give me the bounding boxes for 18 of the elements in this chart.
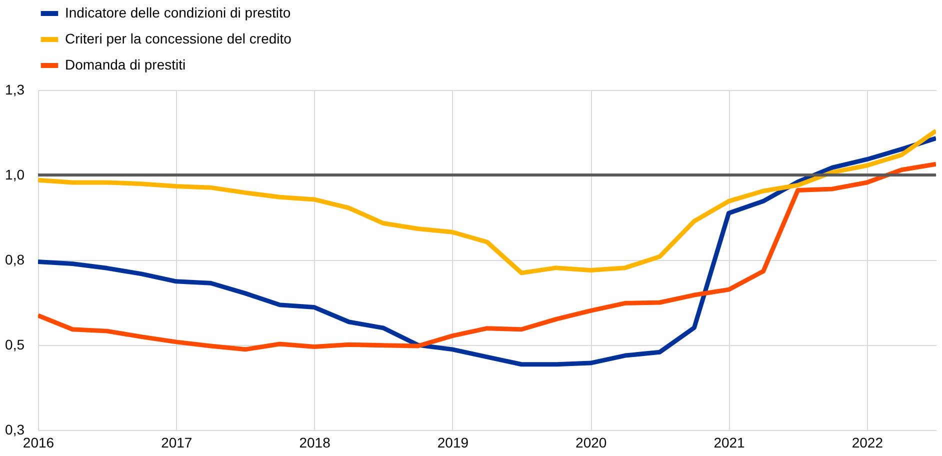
x-tick-label: 2018 xyxy=(299,434,331,450)
line-series xyxy=(38,128,936,276)
y-tick-label: 1,3 xyxy=(5,82,25,98)
legend-label: Indicatore delle condizioni di prestito xyxy=(65,4,291,20)
legend-label: Criteri per la concessione del credito xyxy=(65,30,292,46)
x-tick-label: 2016 xyxy=(22,434,54,450)
x-tick-label: 2020 xyxy=(576,434,607,450)
line-series xyxy=(38,136,936,367)
x-tick-label: 2021 xyxy=(714,434,746,450)
y-tick-label: 0,8 xyxy=(5,252,25,268)
y-tick-label: 0,5 xyxy=(5,336,25,352)
x-tick-label: 2017 xyxy=(161,434,192,450)
y-tick-label: 0,3 xyxy=(5,422,25,438)
x-tick-label: 2022 xyxy=(852,434,884,450)
legend-label: Domanda di prestiti xyxy=(65,56,186,72)
line-series xyxy=(38,162,936,352)
x-tick-label: 2019 xyxy=(437,434,469,450)
y-tick-label: 1,0 xyxy=(5,166,25,182)
